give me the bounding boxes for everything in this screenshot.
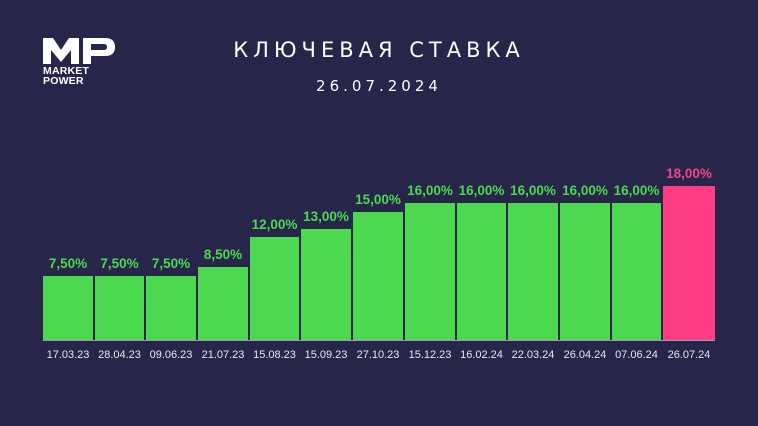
x-tick-label: 27.10.23 [356, 349, 400, 361]
mp-logo-icon [43, 38, 115, 64]
bar-value-label: 16,00% [510, 183, 556, 198]
bar-15.12.23 [405, 203, 455, 340]
market-power-logo: MARKET POWER [43, 38, 123, 92]
bar-value-label: 16,00% [458, 183, 505, 198]
bar-value-label: 15,00% [355, 192, 401, 207]
x-tick-label: 26.07.24 [667, 349, 711, 361]
x-tick-label: 15.08.23 [253, 349, 296, 361]
bar-value-label: 13,00% [303, 209, 349, 224]
bar-07.06.24 [612, 203, 661, 340]
bar-value-label: 12,00% [251, 217, 298, 232]
bar-value-label: 18,00% [666, 166, 712, 181]
bar-22.03.24 [508, 203, 558, 340]
bar-value-label: 16,00% [613, 183, 660, 198]
x-tick-label: 22.03.24 [511, 349, 555, 361]
x-tick-label: 09.06.23 [149, 349, 193, 361]
logo-text: MARKET POWER [43, 65, 90, 87]
bar-28.04.23 [95, 276, 144, 340]
bar-17.03.23 [43, 276, 93, 340]
x-tick-label: 21.07.23 [201, 349, 245, 361]
bar-value-label: 7,50% [48, 256, 88, 271]
bar-27.10.23 [353, 212, 403, 340]
x-axis-line [43, 340, 715, 341]
x-tick-label: 07.06.24 [615, 349, 658, 361]
x-tick-label: 16.02.24 [460, 349, 503, 361]
bar-16.02.24 [457, 203, 506, 340]
x-tick-label: 28.04.23 [98, 349, 141, 361]
bar-26.04.24 [560, 203, 610, 340]
x-tick-label: 17.03.23 [46, 349, 90, 361]
bar-15.09.23 [301, 229, 351, 340]
chart-title: КЛЮЧЕВАЯ СТАВКА [233, 38, 525, 62]
bar-value-label: 7,50% [100, 256, 139, 271]
bar-15.08.23 [250, 237, 299, 340]
bar-chart: 7,50% 17.03.23 7,50% 28.04.23 7,50% 09.06.23 8… [43, 0, 715, 426]
logo-line1: MARKET [43, 65, 90, 77]
chart-date: 26.07.2024 [316, 77, 442, 95]
bar-21.07.23 [198, 267, 248, 340]
bar-value-label: 7,50% [151, 256, 191, 271]
x-tick-label: 26.04.24 [563, 349, 607, 361]
bar-value-label: 16,00% [407, 183, 453, 198]
bar-26.07.24 [663, 186, 715, 340]
logo-line2: POWER [43, 75, 84, 87]
bar-value-label: 16,00% [562, 183, 608, 198]
bar-09.06.23 [146, 276, 196, 340]
bar-value-label: 8,50% [203, 247, 243, 262]
x-tick-label: 15.12.23 [408, 349, 452, 361]
x-tick-label: 15.09.23 [304, 349, 348, 361]
